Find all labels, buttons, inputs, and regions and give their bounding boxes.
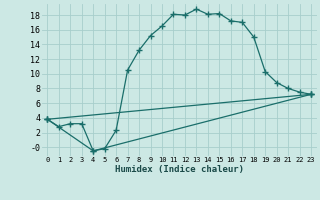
X-axis label: Humidex (Indice chaleur): Humidex (Indice chaleur) [115, 165, 244, 174]
